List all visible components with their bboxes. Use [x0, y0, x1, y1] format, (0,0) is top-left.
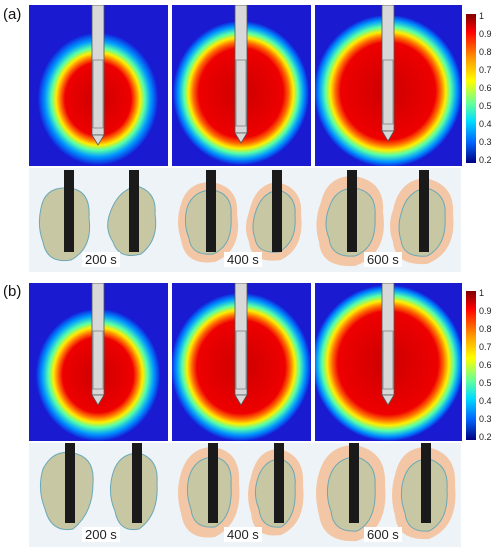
colorbar-tick: 0.6	[479, 83, 492, 93]
ablation-shape-a-400s-side	[246, 170, 302, 261]
colorbar-tick: 1	[479, 288, 485, 298]
colorbar-tick: 0.8	[479, 47, 492, 57]
heatmap-b-400s	[172, 283, 311, 441]
ablation-shape-b-200s-front	[39, 443, 94, 531]
time-label-a-200s: 200 s	[82, 252, 120, 267]
time-label-a-600s: 600 s	[364, 252, 402, 267]
colorbar-tick: 0.4	[479, 396, 492, 406]
time-label-b-200s: 200 s	[82, 527, 120, 542]
colorbar-a	[466, 14, 476, 163]
panel-a-label: (a)	[3, 6, 22, 23]
heatmap-a-600s	[315, 5, 462, 166]
time-label-b-400s: 400 s	[224, 527, 262, 542]
colorbar-tick: 1	[479, 11, 485, 21]
ablation-shape-a-400s-front	[178, 170, 239, 263]
heatmap-a-400s	[172, 5, 311, 166]
colorbar-b	[466, 291, 476, 440]
colorbar-tick: 0.3	[479, 414, 492, 424]
ablation-shape-a-200s-side	[107, 170, 157, 256]
ablation-shape-b-200s-side	[109, 443, 158, 531]
time-label-a-400s: 400 s	[224, 252, 262, 267]
panel-b-label: (b)	[3, 283, 22, 300]
colorbar-tick: 0.2	[479, 432, 492, 442]
colorbar-tick: 0.4	[479, 119, 492, 129]
ablation-shape-a-200s-front	[38, 170, 91, 262]
colorbar-tick: 0.2	[479, 155, 492, 165]
colorbar-tick: 0.9	[479, 306, 492, 316]
colorbar-tick: 0.9	[479, 29, 492, 39]
colorbar-tick: 0.7	[479, 65, 492, 75]
colorbar-tick: 0.8	[479, 324, 492, 334]
ablation-shape-a-600s-side	[390, 170, 454, 265]
colorbar-tick: 0.3	[479, 137, 492, 147]
colorbar-tick: 0.5	[479, 378, 492, 388]
heatmap-b-600s	[315, 283, 462, 441]
colorbar-tick: 0.7	[479, 342, 492, 352]
heatmap-a-200s	[29, 5, 168, 166]
colorbar-tick: 0.6	[479, 360, 492, 370]
ablation-shape-b-600s-front	[316, 443, 386, 542]
ablation-shape-b-400s-front	[178, 443, 240, 538]
ablation-shape-b-400s-side	[248, 443, 304, 536]
ablation-shape-b-600s-side	[392, 443, 456, 540]
heatmap-b-200s	[29, 283, 168, 441]
colorbar-tick: 0.5	[479, 101, 492, 111]
ablation-shape-a-600s-front	[316, 170, 384, 267]
time-label-b-600s: 600 s	[364, 527, 402, 542]
